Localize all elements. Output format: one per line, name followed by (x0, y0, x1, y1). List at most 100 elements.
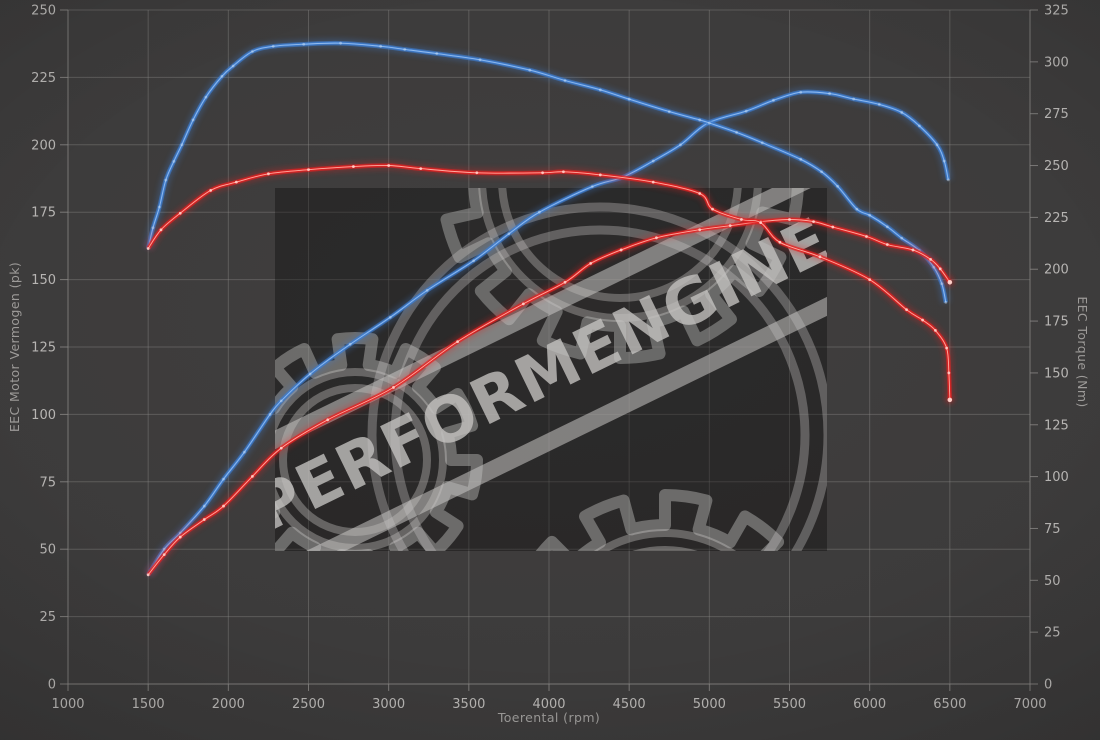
data-point-marker (735, 130, 738, 134)
data-point-marker (820, 170, 823, 174)
y-left-tick-label: 175 (31, 206, 56, 221)
data-point-marker (818, 255, 822, 259)
data-point-marker (563, 280, 567, 284)
data-point-marker (164, 178, 168, 182)
data-point-marker (242, 450, 246, 454)
data-point-marker (379, 44, 383, 48)
series-red-torque (144, 160, 955, 405)
y-left-tick-label: 125 (31, 341, 56, 356)
y-left-tick-label: 0 (48, 678, 56, 693)
x-axis-title: Toerental (rpm) (497, 710, 600, 725)
data-point-marker (590, 185, 594, 188)
data-point-marker (799, 90, 803, 94)
y-left-tick-label: 25 (39, 610, 56, 625)
data-point-marker (178, 535, 182, 539)
y-left-tick-label: 75 (39, 475, 56, 490)
data-point-marker (267, 172, 270, 176)
data-point-marker (387, 164, 391, 167)
watermark-arc (367, 202, 827, 551)
data-point-marker (911, 248, 915, 252)
y-right-tick-label: 150 (1044, 366, 1069, 381)
data-point-marker (938, 267, 942, 271)
watermark-arc (390, 225, 810, 551)
y-left-tick-label: 250 (31, 4, 56, 19)
data-point-marker (655, 236, 658, 240)
data-point-marker (250, 50, 254, 53)
y-left-tick-label: 50 (39, 543, 56, 558)
data-point-marker (812, 220, 815, 224)
gear-ring (498, 188, 742, 302)
data-point-marker (627, 97, 631, 101)
gear-ring (632, 546, 698, 551)
data-point-marker (788, 218, 791, 221)
data-point-marker (456, 340, 460, 344)
data-point-marker (507, 232, 511, 236)
data-point-marker (537, 210, 541, 214)
data-point-marker (711, 207, 714, 211)
data-point-marker (598, 88, 602, 92)
data-point-marker (204, 95, 208, 99)
data-point-marker (836, 184, 839, 188)
x-tick-label: 4500 (613, 697, 646, 712)
data-point-marker (146, 247, 150, 250)
data-point-marker (521, 302, 525, 306)
data-point-marker (180, 143, 184, 147)
data-point-marker (852, 97, 856, 101)
watermark-panel (275, 188, 827, 551)
data-point-marker (435, 52, 439, 55)
series-end-dot (947, 279, 953, 285)
data-point-marker (563, 79, 567, 82)
data-point-marker (388, 315, 392, 319)
data-point-marker (271, 44, 275, 48)
data-point-marker (231, 64, 235, 68)
x-tick-label: 1000 (51, 697, 84, 712)
y-right-tick-label: 25 (1044, 626, 1061, 641)
y-right-tick-label: 0 (1044, 678, 1052, 693)
data-point-marker (744, 109, 748, 113)
x-tick-label: 2500 (292, 697, 325, 712)
data-point-marker (598, 173, 602, 177)
data-point-marker (698, 192, 702, 195)
data-point-marker (191, 118, 195, 122)
data-point-marker (940, 282, 944, 286)
data-point-marker (799, 157, 803, 161)
y-right-tick-label: 225 (1044, 211, 1069, 226)
data-point-marker (419, 167, 423, 171)
data-point-marker (865, 235, 868, 238)
x-tick-label: 3000 (372, 697, 405, 712)
data-point-marker (307, 168, 310, 172)
data-point-marker (921, 318, 924, 322)
data-point-marker (425, 288, 429, 292)
data-point-marker (740, 218, 743, 221)
data-point-marker (478, 58, 482, 62)
x-tick-label: 1500 (132, 697, 165, 712)
y-right-axis-title: EEC Torque (Nm) (1075, 296, 1090, 407)
data-point-marker (828, 92, 831, 95)
data-point-marker (472, 259, 476, 263)
data-point-marker (268, 413, 272, 416)
y-left-axis-title: EEC Motor Vermogen (pk) (7, 262, 22, 432)
x-tick-label: 7000 (1013, 697, 1046, 712)
x-tick-label: 3500 (452, 697, 485, 712)
x-tick-label: 6000 (853, 697, 886, 712)
data-point-marker (157, 205, 161, 209)
data-point-marker (877, 102, 881, 106)
data-point-marker (475, 171, 479, 175)
data-point-marker (900, 236, 904, 240)
data-point-marker (351, 165, 355, 168)
data-point-marker (308, 372, 312, 376)
y-right-tick-label: 275 (1044, 107, 1069, 122)
data-point-marker (698, 118, 702, 122)
x-tick-label: 5500 (773, 697, 806, 712)
y-right-tick-label: 200 (1044, 263, 1069, 278)
data-point-marker (929, 257, 932, 261)
y-left-tick-label: 225 (31, 71, 56, 86)
data-point-marker (905, 308, 908, 312)
watermark-stripe (275, 235, 827, 551)
data-point-marker (778, 240, 782, 244)
x-tick-label: 6500 (933, 697, 966, 712)
data-point-marker (935, 143, 939, 147)
data-point-marker (202, 504, 206, 508)
gear-icon (440, 188, 804, 364)
data-point-marker (947, 371, 951, 375)
